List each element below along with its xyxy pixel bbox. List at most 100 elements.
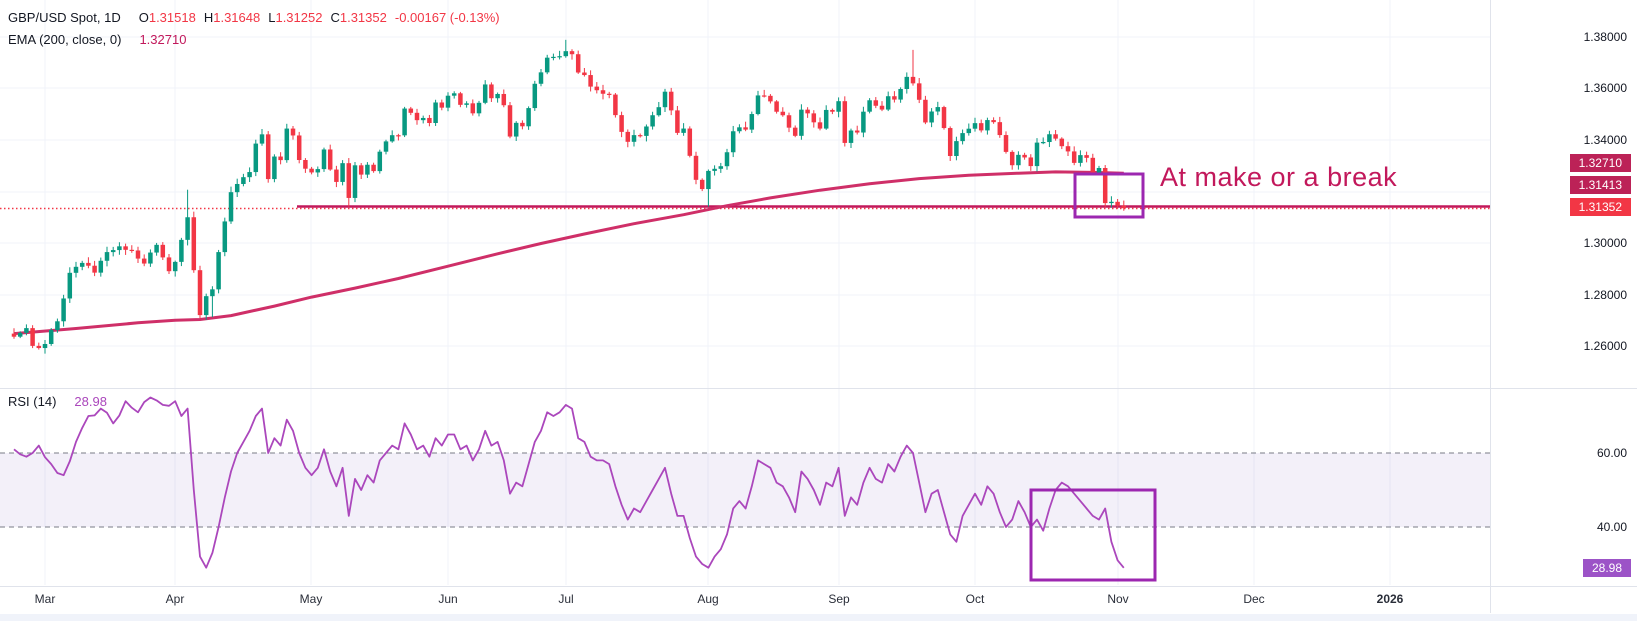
candle-body [582, 72, 587, 76]
candle-body [879, 105, 885, 110]
candle-body [910, 76, 916, 84]
candle-body [346, 163, 352, 198]
candle-body [916, 83, 922, 100]
candle-body [904, 76, 910, 89]
candle-body [327, 149, 333, 170]
candle-body [210, 289, 215, 297]
candle-body [730, 131, 736, 153]
candle-body [476, 102, 482, 114]
pane-separator[interactable] [0, 388, 1637, 389]
candle-body [272, 156, 277, 180]
candle-body [61, 298, 66, 322]
candle-body [427, 117, 432, 124]
candle-body [817, 122, 823, 129]
candle-body [551, 56, 556, 59]
ema-label[interactable]: EMA (200, close, 0) [8, 32, 122, 47]
candle-body [48, 330, 54, 344]
candle-body [482, 84, 488, 103]
candle-body [321, 149, 327, 170]
candle-body [290, 128, 296, 136]
candle-body [557, 56, 562, 58]
candle-body [830, 109, 835, 112]
candle-body [1096, 168, 1102, 173]
rsi-value-badge: 28.98 [1582, 559, 1631, 577]
candle-body [86, 262, 91, 266]
open-label: O [138, 10, 149, 25]
candle-body [309, 168, 314, 173]
candle-body [836, 101, 841, 112]
time-tick-label: Jun [438, 592, 458, 606]
price-tick-label: 1.28000 [1583, 288, 1627, 302]
time-tick-label: Dec [1243, 592, 1265, 606]
bottom-strip [0, 614, 1637, 621]
rsi-label[interactable]: RSI (14) [8, 394, 57, 409]
candle-body [718, 166, 724, 169]
candle-body [1115, 201, 1120, 206]
price-pane-box-drawing[interactable] [1073, 172, 1145, 219]
candle-body [1059, 138, 1065, 147]
candle-body [892, 96, 897, 100]
candle-body [141, 258, 147, 264]
time-tick-label: Sep [828, 592, 850, 606]
candle-body [929, 111, 934, 123]
candle-body [396, 135, 401, 137]
candle-body [160, 244, 166, 258]
candle-body [216, 252, 221, 290]
candle-body [644, 126, 649, 136]
candle-body [935, 107, 941, 112]
rsi-legend-row[interactable]: RSI (14) 28.98 [8, 392, 107, 412]
symbol-title[interactable]: GBP/USD Spot, 1D [8, 10, 121, 25]
candle-body [737, 127, 742, 132]
candle-body [79, 262, 85, 267]
candle-body [420, 117, 426, 121]
candle-body [247, 172, 252, 178]
candle-body [662, 91, 668, 108]
last-price-badge: 1.31352 [1569, 198, 1631, 216]
candle-body [203, 296, 209, 316]
candle-body [774, 101, 779, 112]
candle-body [743, 127, 748, 130]
candle-body [575, 54, 581, 73]
time-scale-border [0, 586, 1637, 587]
ema-legend-row[interactable]: EMA (200, close, 0) 1.32710 [8, 30, 186, 50]
candle-body [259, 134, 265, 144]
candle-body [923, 99, 928, 123]
candle-body [154, 244, 159, 253]
candle-body [11, 333, 17, 337]
candle-body [92, 265, 97, 273]
candle-body [761, 95, 767, 97]
candle-body [749, 114, 755, 130]
candle-body [67, 272, 73, 299]
rsi-pane-box-drawing[interactable] [1029, 488, 1157, 582]
candle-body [724, 152, 730, 167]
price-tick-label: 1.38000 [1583, 30, 1627, 44]
candle-body [898, 88, 903, 100]
candle-body [544, 57, 550, 73]
gridlines [0, 0, 1490, 585]
candle-body [228, 192, 234, 222]
candle-body [117, 246, 122, 251]
time-tick-label: Aug [697, 592, 719, 606]
candle-body [303, 160, 308, 169]
candle-body [681, 128, 686, 133]
candle-body [315, 169, 321, 173]
candle-body [129, 249, 135, 252]
price-tick-label: 1.26000 [1583, 339, 1627, 353]
time-tick-label: Mar [34, 592, 56, 606]
ema-line[interactable] [13, 170, 1124, 336]
rsi-line[interactable] [13, 396, 1125, 569]
candle-body [675, 110, 680, 133]
candle-body [172, 261, 178, 272]
text-annotation[interactable]: At make or a break [1160, 162, 1398, 192]
candle-body [699, 179, 705, 190]
candle-body [594, 86, 600, 91]
candle-body [954, 141, 959, 157]
candlestick-series [11, 39, 1127, 354]
low-value: 1.31252 [275, 10, 323, 25]
candle-body [1053, 134, 1058, 139]
candle-body [489, 84, 494, 99]
candle-body [1034, 142, 1040, 167]
symbol-legend-row[interactable]: GBP/USD Spot, 1D O1.31518 H1.31648 L1.31252… [8, 8, 500, 28]
